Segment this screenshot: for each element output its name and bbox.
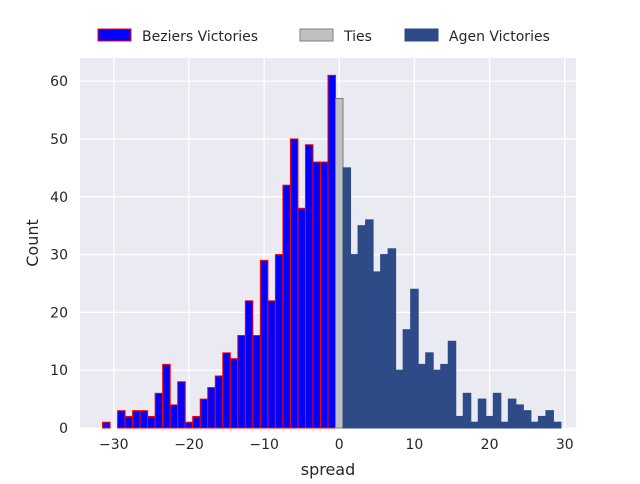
agen-victories-bar [530,421,539,429]
agen-victories-bar [545,410,554,429]
agen-victories-bar [432,369,442,429]
agen-victories-bar [515,404,524,429]
beziers-victories-bar [222,352,231,429]
agen-victories-bar [470,421,479,429]
bars [102,74,562,429]
x-tick-label: 30 [556,437,574,453]
beziers-victories-bar [162,363,171,429]
beziers-victories-bar [229,358,239,429]
y-tick-label: 10 [50,363,68,379]
beziers-victories-bar [117,410,126,429]
agen-victories-bar [372,271,382,429]
beziers-victories-bar [154,392,164,429]
beziers-victories-bar [102,421,111,429]
legend-label-agen-victories: Agen Victories [449,29,550,45]
legend-label-beziers-victories: Beziers Victories [142,29,258,45]
x-tick-label: −10 [249,437,279,453]
agen-victories-bar [440,363,449,429]
x-tick-label: 10 [406,437,424,453]
legend-swatch-agen-victories [404,28,439,42]
beziers-victories-bar [319,161,329,429]
agen-victories-bar [462,392,472,429]
beziers-victories-bar [244,300,254,429]
agen-victories-bar [357,225,367,429]
beziers-victories-bar [192,415,201,429]
beziers-victories-bar [169,404,179,429]
y-tick-label: 30 [50,248,68,264]
agen-victories-bar [447,340,457,429]
y-tick-label: 50 [50,132,68,148]
legend-swatch-ties [299,28,334,42]
beziers-victories-bar [177,381,186,429]
agen-victories-bar [477,398,487,429]
agen-victories-bar [365,219,374,429]
y-tick-label: 60 [50,74,68,90]
agen-victories-bar [402,329,412,429]
beziers-victories-bar [199,398,209,429]
agen-victories-bar [507,398,517,429]
ties-bar [335,97,344,429]
x-tick-label: 0 [335,437,344,453]
beziers-victories-bar [147,415,156,429]
beziers-victories-bar [289,138,299,429]
beziers-victories-bar [312,161,321,429]
agen-victories-bar [410,288,419,429]
beziers-victories-bar [327,74,337,429]
x-axis-label: spread [301,460,356,479]
beziers-victories-bar [297,207,306,429]
x-tick-label: −20 [174,437,204,453]
y-tick-label: 20 [50,305,68,321]
beziers-victories-bar [132,410,141,429]
x-tick-label: −30 [99,437,129,453]
x-tick-label: 20 [481,437,499,453]
legend-label-ties: Ties [343,29,372,45]
beziers-victories-bar [184,421,194,429]
agen-victories-bar [395,369,404,429]
beziers-victories-bar [207,387,216,429]
agen-victories-bar [537,415,547,429]
beziers-victories-bar [252,335,261,429]
beziers-victories-bar [237,335,246,429]
beziers-victories-bar [214,375,224,429]
agen-victories-bar [485,415,494,429]
beziers-victories-bar [124,415,134,429]
legend-swatch-beziers-victories [97,28,132,42]
beziers-victories-bar [259,259,269,429]
beziers-victories-bar [267,300,276,429]
beziers-victories-bar [274,254,284,429]
agen-victories-bar [380,254,389,429]
agen-victories-bar [342,167,352,429]
agen-victories-bar [350,254,359,429]
ticks: −30 −20 −10 0 10 20 30 0 10 20 30 40 50 60 [50,74,573,453]
agen-victories-bar [417,363,427,429]
agen-victories-bar [425,352,434,429]
agen-victories-bar [387,248,397,429]
agen-victories-bar [522,410,532,429]
agen-victories-bar [455,415,464,429]
legend: Beziers Victories Ties Agen Victories [97,28,550,45]
agen-victories-bar [500,421,509,429]
y-tick-label: 0 [59,421,68,437]
beziers-victories-bar [282,184,291,429]
y-tick-label: 40 [50,190,68,206]
agen-victories-bar [552,421,562,429]
beziers-victories-bar [304,144,314,429]
agen-victories-bar [492,392,502,429]
y-axis-label: Count [23,219,42,267]
beziers-victories-bar [139,410,149,429]
